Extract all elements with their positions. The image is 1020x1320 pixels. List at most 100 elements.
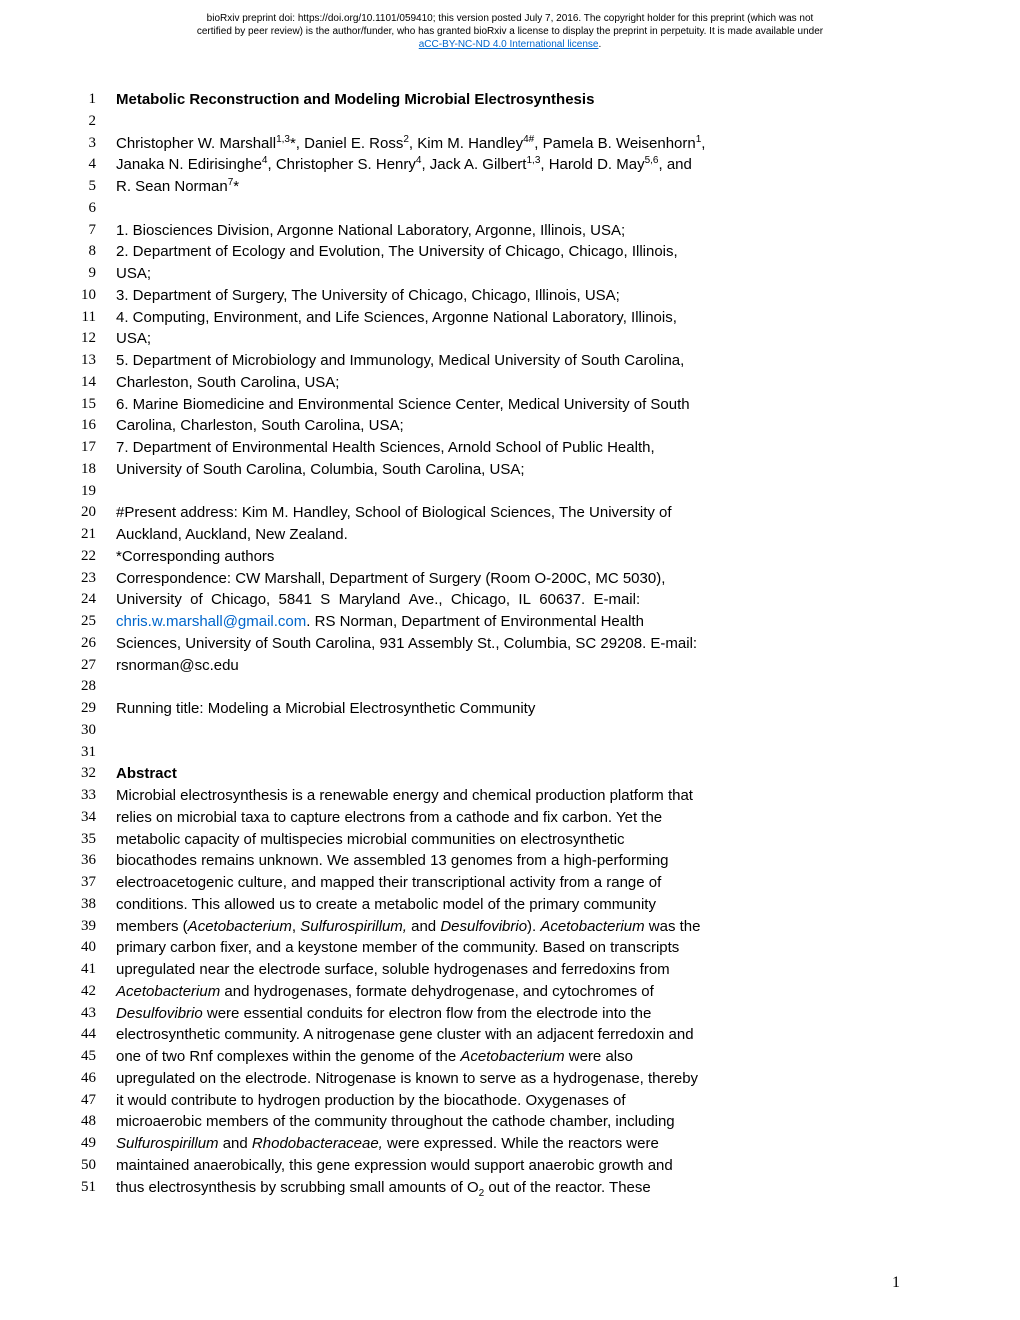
line-number: 19 (80, 481, 116, 503)
line-text: conditions. This allowed us to create a … (116, 894, 900, 916)
line-text: 7. Department of Environmental Health Sc… (116, 437, 900, 459)
line-text: Sciences, University of South Carolina, … (116, 633, 900, 655)
line-text: upregulated near the electrode surface, … (116, 959, 900, 981)
license-suffix: . (598, 39, 601, 50)
line-number: 51 (80, 1177, 116, 1199)
manuscript-line: 43Desulfovibrio were essential conduits … (80, 1003, 900, 1025)
line-text: one of two Rnf complexes within the geno… (116, 1046, 900, 1068)
line-number: 29 (80, 698, 116, 720)
line-number: 48 (80, 1111, 116, 1133)
line-number: 24 (80, 589, 116, 611)
line-text: biocathodes remains unknown. We assemble… (116, 850, 900, 872)
line-number: 45 (80, 1046, 116, 1068)
line-number: 46 (80, 1068, 116, 1090)
line-text: Metabolic Reconstruction and Modeling Mi… (116, 89, 900, 111)
line-text: maintained anaerobically, this gene expr… (116, 1155, 900, 1177)
line-text: 5. Department of Microbiology and Immuno… (116, 350, 900, 372)
line-number: 49 (80, 1133, 116, 1155)
manuscript-line: 103. Department of Surgery, The Universi… (80, 285, 900, 307)
manuscript-line: 38conditions. This allowed us to create … (80, 894, 900, 916)
line-number: 42 (80, 981, 116, 1003)
line-number: 12 (80, 328, 116, 350)
manuscript-line: 44electrosynthetic community. A nitrogen… (80, 1024, 900, 1046)
line-number: 27 (80, 655, 116, 677)
line-text (116, 720, 900, 742)
line-number: 10 (80, 285, 116, 307)
line-number: 5 (80, 176, 116, 198)
line-text: University of South Carolina, Columbia, … (116, 459, 900, 481)
manuscript-line: 177. Department of Environmental Health … (80, 437, 900, 459)
manuscript-line: 26Sciences, University of South Carolina… (80, 633, 900, 655)
manuscript-line: 34relies on microbial taxa to capture el… (80, 807, 900, 829)
manuscript-line: 3Christopher W. Marshall1,3*, Daniel E. … (80, 133, 900, 155)
manuscript-line: 1Metabolic Reconstruction and Modeling M… (80, 89, 900, 111)
license-link[interactable]: aCC-BY-NC-ND 4.0 International license (419, 39, 599, 50)
line-number: 11 (80, 307, 116, 329)
line-text: #Present address: Kim M. Handley, School… (116, 502, 900, 524)
line-text: Acetobacterium and hydrogenases, formate… (116, 981, 900, 1003)
line-number: 30 (80, 720, 116, 742)
manuscript-line: 28 (80, 676, 900, 698)
line-number: 43 (80, 1003, 116, 1025)
page-content: 1Metabolic Reconstruction and Modeling M… (0, 59, 1020, 1221)
line-number: 22 (80, 546, 116, 568)
line-number: 1 (80, 89, 116, 111)
manuscript-line: 31 (80, 742, 900, 764)
line-number: 16 (80, 415, 116, 437)
line-number: 39 (80, 916, 116, 938)
line-text: USA; (116, 263, 900, 285)
line-text: primary carbon fixer, and a keystone mem… (116, 937, 900, 959)
line-text: members (Acetobacterium, Sulfurospirillu… (116, 916, 900, 938)
manuscript-line: 46upregulated on the electrode. Nitrogen… (80, 1068, 900, 1090)
manuscript-line: 30 (80, 720, 900, 742)
line-text: chris.w.marshall@gmail.com. RS Norman, D… (116, 611, 900, 633)
line-text: relies on microbial taxa to capture elec… (116, 807, 900, 829)
line-text (116, 198, 900, 220)
line-text: thus electrosynthesis by scrubbing small… (116, 1177, 900, 1202)
manuscript-line: 18University of South Carolina, Columbia… (80, 459, 900, 481)
line-text: University of Chicago, 5841 S Maryland A… (116, 589, 900, 611)
line-text: 1. Biosciences Division, Argonne Nationa… (116, 220, 900, 242)
manuscript-line: 24University of Chicago, 5841 S Maryland… (80, 589, 900, 611)
line-text (116, 742, 900, 764)
line-number: 40 (80, 937, 116, 959)
line-number: 31 (80, 742, 116, 764)
manuscript-line: 156. Marine Biomedicine and Environmenta… (80, 394, 900, 416)
manuscript-line: 47it would contribute to hydrogen produc… (80, 1090, 900, 1112)
line-text: 4. Computing, Environment, and Life Scie… (116, 307, 900, 329)
line-number: 3 (80, 133, 116, 155)
line-number: 9 (80, 263, 116, 285)
line-text: electroacetogenic culture, and mapped th… (116, 872, 900, 894)
line-text: Sulfurospirillum and Rhodobacteraceae, w… (116, 1133, 900, 1155)
line-number: 33 (80, 785, 116, 807)
manuscript-line: 12USA; (80, 328, 900, 350)
line-text: R. Sean Norman7* (116, 176, 900, 198)
line-number: 23 (80, 568, 116, 590)
manuscript-line: 14Charleston, South Carolina, USA; (80, 372, 900, 394)
line-number: 44 (80, 1024, 116, 1046)
line-text: Charleston, South Carolina, USA; (116, 372, 900, 394)
line-text: Abstract (116, 763, 900, 785)
line-number: 15 (80, 394, 116, 416)
line-number: 17 (80, 437, 116, 459)
manuscript-line: 71. Biosciences Division, Argonne Nation… (80, 220, 900, 242)
line-text: rsnorman@sc.edu (116, 655, 900, 677)
preprint-header: bioRxiv preprint doi: https://doi.org/10… (0, 0, 1020, 59)
line-number: 7 (80, 220, 116, 242)
manuscript-line: 82. Department of Ecology and Evolution,… (80, 241, 900, 263)
manuscript-line: 45one of two Rnf complexes within the ge… (80, 1046, 900, 1068)
line-text: Christopher W. Marshall1,3*, Daniel E. R… (116, 133, 900, 155)
line-text: 6. Marine Biomedicine and Environmental … (116, 394, 900, 416)
line-number: 47 (80, 1090, 116, 1112)
manuscript-line: 23Correspondence: CW Marshall, Departmen… (80, 568, 900, 590)
manuscript-line: 20#Present address: Kim M. Handley, Scho… (80, 502, 900, 524)
line-number: 50 (80, 1155, 116, 1177)
manuscript-line: 48microaerobic members of the community … (80, 1111, 900, 1133)
line-text (116, 111, 900, 133)
manuscript-line: 50maintained anaerobically, this gene ex… (80, 1155, 900, 1177)
line-number: 41 (80, 959, 116, 981)
line-number: 13 (80, 350, 116, 372)
manuscript-line: 40primary carbon fixer, and a keystone m… (80, 937, 900, 959)
line-number: 18 (80, 459, 116, 481)
line-text: *Corresponding authors (116, 546, 900, 568)
